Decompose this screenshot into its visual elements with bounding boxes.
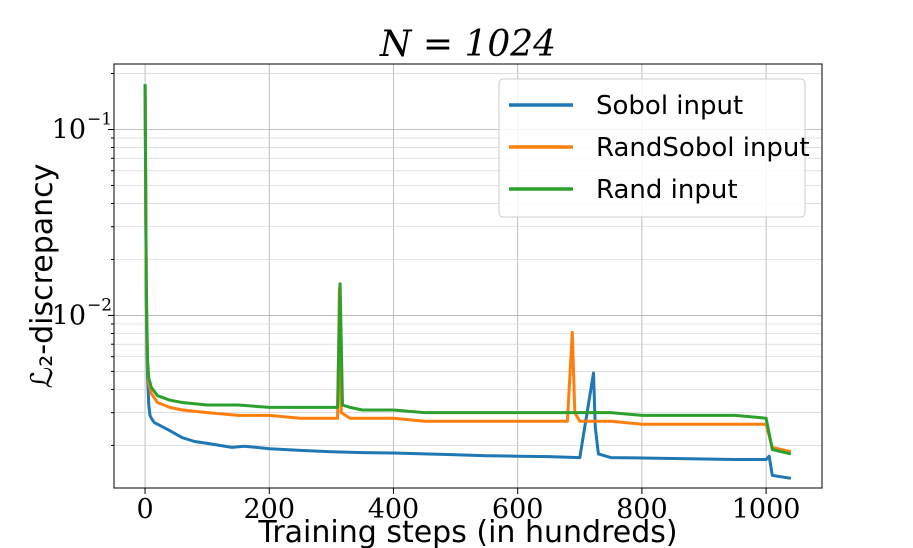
x-tick-label: 600 [492,494,544,525]
legend-label: Sobol input [596,91,743,121]
x-tick-label: 0 [136,494,153,525]
y-tick-label: 10 [52,300,86,331]
x-axis-label: Training steps (in hundreds) [257,515,677,548]
series-line-randsobol-input [143,91,792,454]
y-tick-label: 10 [52,114,86,145]
y-axis-label: ℒ₂-discrepancy [25,164,60,389]
series-line-rand-input [143,84,792,456]
x-tick-label: 1000 [732,494,801,525]
x-tick-label: 200 [243,494,295,525]
legend: Sobol input RandSobol input Rand input [498,78,810,218]
x-axis: 0 200 400 600 800 1000 [136,488,800,525]
x-tick-label: 400 [368,494,420,525]
legend-label: RandSobol input [596,133,810,163]
y-tick-exponent: −2 [87,295,112,315]
plot-area [143,84,792,480]
y-axis: 10−110−2 [52,73,114,446]
legend-label: Rand input [596,175,738,205]
legend-box [498,78,806,218]
chart-title: N = 1024 [379,24,556,65]
plot-frame [113,63,823,489]
y-tick-exponent: −1 [87,109,112,129]
x-tick-label: 800 [616,494,668,525]
series-line-sobol-input [143,84,792,480]
